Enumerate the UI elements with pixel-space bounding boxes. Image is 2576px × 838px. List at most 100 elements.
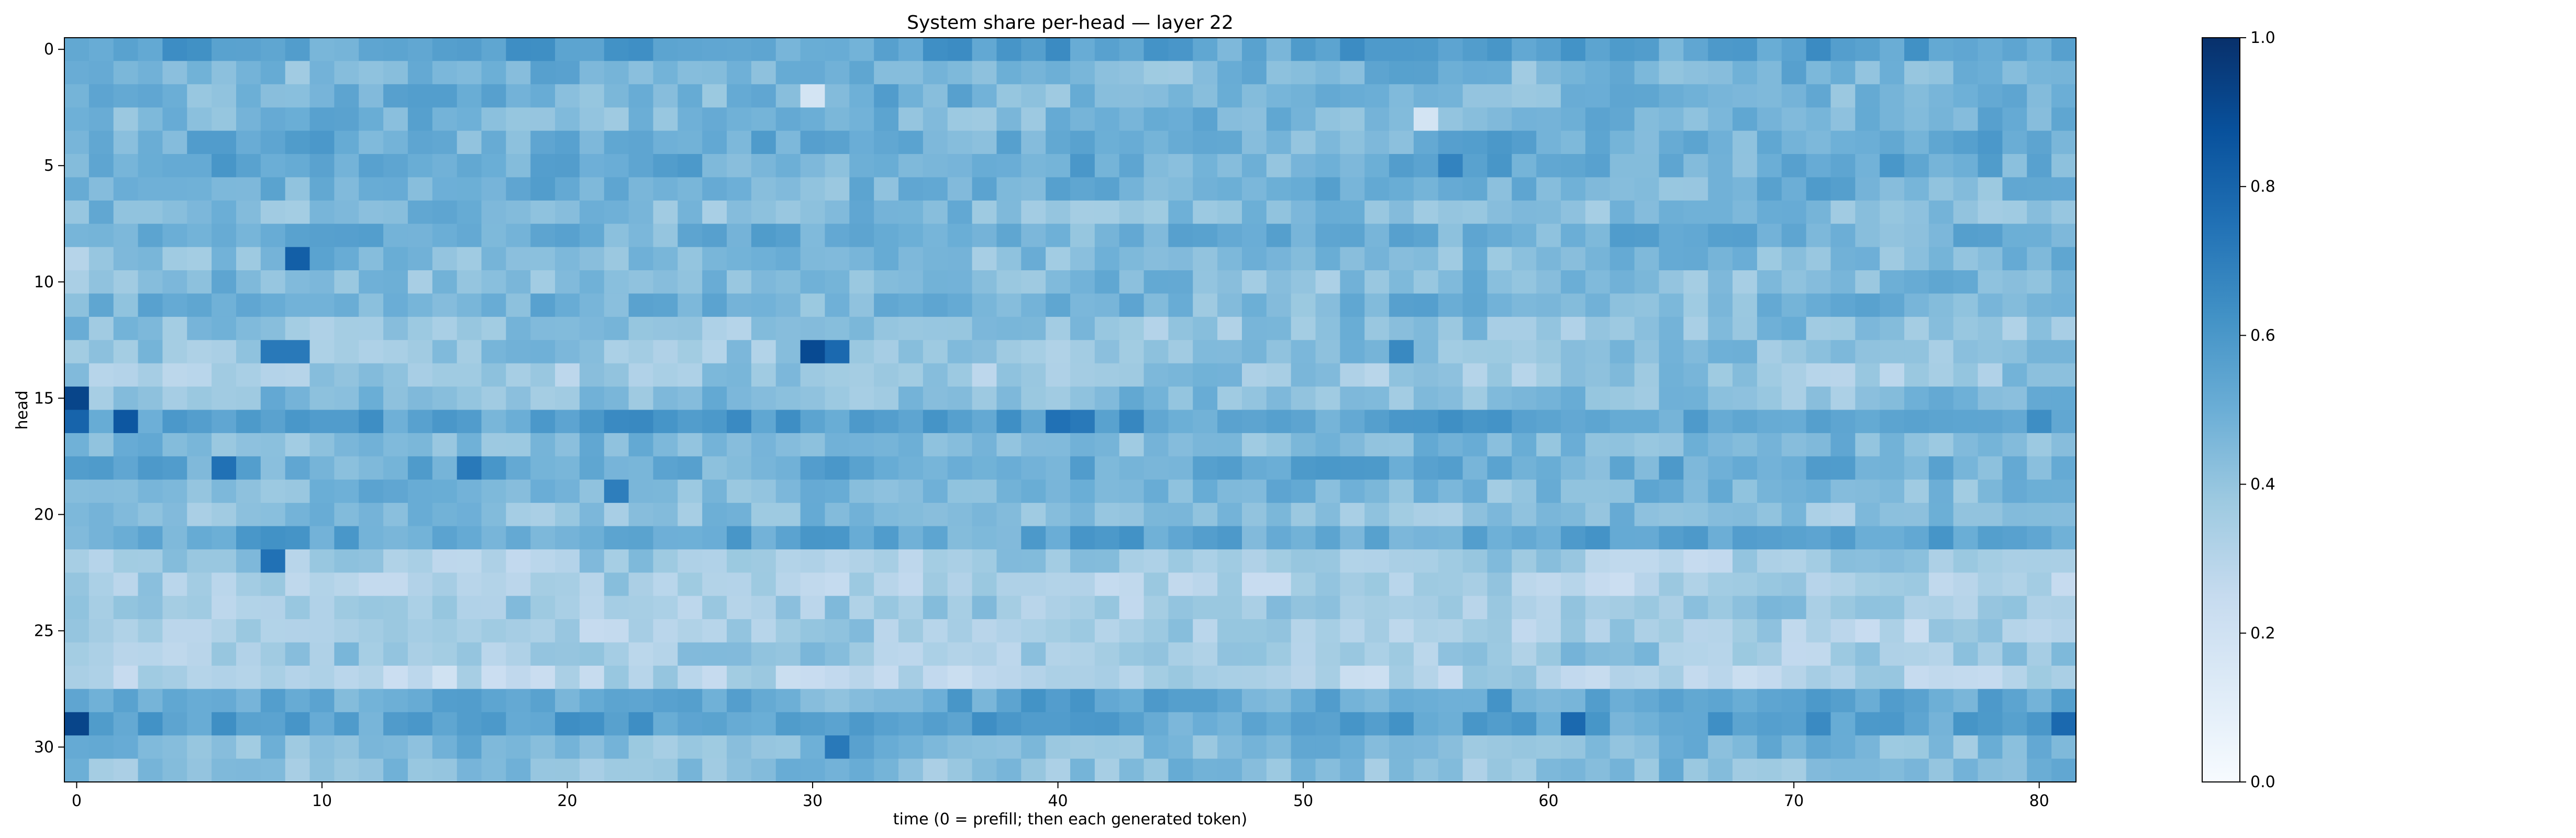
heatmap-cell	[1781, 84, 1807, 108]
heatmap-cell	[628, 596, 654, 620]
heatmap-cell	[432, 456, 458, 480]
heatmap-cell	[1928, 224, 1954, 248]
heatmap-cell	[1070, 200, 1095, 224]
heatmap-cell	[775, 61, 801, 85]
heatmap-cell	[1168, 619, 1193, 643]
heatmap-cell	[800, 456, 826, 480]
heatmap-cell	[751, 61, 776, 85]
heatmap-cell	[530, 712, 556, 736]
heatmap-cell	[1904, 224, 1929, 248]
heatmap-cell	[579, 479, 605, 503]
heatmap-cell	[1855, 38, 1880, 62]
heatmap-cell	[1094, 270, 1120, 294]
heatmap-cell	[702, 572, 727, 597]
heatmap-cell	[64, 503, 90, 527]
heatmap-cell	[1512, 177, 1537, 201]
heatmap-cell	[1241, 572, 1267, 597]
heatmap-cell	[1978, 572, 2003, 597]
heatmap-cell	[800, 387, 826, 411]
heatmap-cell	[1266, 340, 1292, 364]
heatmap-cell	[1683, 433, 1708, 457]
heatmap-cell	[1389, 270, 1414, 294]
heatmap-cell	[1536, 84, 1561, 108]
heatmap-cell	[138, 735, 163, 759]
heatmap-cell	[1733, 596, 1758, 620]
heatmap-cell	[1364, 200, 1390, 224]
heatmap-cell	[1241, 410, 1267, 434]
heatmap-cell	[849, 549, 874, 573]
heatmap-cell	[1781, 107, 1807, 131]
heatmap-cell	[702, 456, 727, 480]
heatmap-cell	[947, 572, 973, 597]
heatmap-cell	[604, 130, 629, 155]
heatmap-cell	[260, 38, 286, 62]
heatmap-cell	[1585, 642, 1611, 666]
heatmap-cell	[1880, 84, 1905, 108]
heatmap-cell	[2027, 619, 2052, 643]
heatmap-cell	[162, 363, 187, 387]
heatmap-cell	[309, 84, 335, 108]
heatmap-cell	[1659, 200, 1684, 224]
heatmap-cell	[849, 433, 874, 457]
heatmap-cell	[1659, 387, 1684, 411]
heatmap-cell	[236, 316, 261, 340]
heatmap-cell	[359, 549, 384, 573]
heatmap-cell	[64, 758, 90, 782]
heatmap-cell	[1953, 200, 1979, 224]
heatmap-cell	[702, 503, 727, 527]
heatmap-cell	[972, 735, 997, 759]
heatmap-cell	[947, 84, 973, 108]
heatmap-cell	[898, 526, 924, 550]
heatmap-cell	[1364, 735, 1390, 759]
heatmap-cell	[88, 224, 114, 248]
heatmap-cell	[1708, 526, 1733, 550]
heatmap-cell	[1217, 665, 1242, 689]
heatmap-cell	[996, 130, 1021, 155]
heatmap-cell	[236, 572, 261, 597]
heatmap-cell	[923, 107, 948, 131]
heatmap-cell	[1880, 479, 1905, 503]
heatmap-cell	[1880, 503, 1905, 527]
heatmap-cell	[678, 619, 703, 643]
heatmap-cell	[1855, 433, 1880, 457]
heatmap-cell	[1659, 410, 1684, 434]
heatmap-cell	[64, 665, 90, 689]
heatmap-cell	[923, 572, 948, 597]
heatmap-cell	[432, 619, 458, 643]
heatmap-cell	[260, 479, 286, 503]
heatmap-cell	[1953, 177, 1979, 201]
heatmap-cell	[138, 665, 163, 689]
heatmap-cell	[1855, 642, 1880, 666]
heatmap-cell	[1094, 387, 1120, 411]
heatmap-cell	[1953, 619, 1979, 643]
heatmap-cell	[800, 177, 826, 201]
heatmap-cell	[1119, 293, 1145, 317]
heatmap-cell	[2051, 572, 2077, 597]
heatmap-cell	[1291, 712, 1316, 736]
heatmap-cell	[1609, 340, 1635, 364]
heatmap-cell	[1340, 61, 1365, 85]
heatmap-cell	[727, 316, 752, 340]
heatmap-cell	[678, 61, 703, 85]
heatmap-cell	[1364, 549, 1390, 573]
heatmap-cell	[1683, 665, 1708, 689]
heatmap-cell	[1340, 224, 1365, 248]
heatmap-cell	[1094, 433, 1120, 457]
heatmap-cell	[1462, 689, 1488, 713]
heatmap-cell	[1609, 735, 1635, 759]
heatmap-cell	[1487, 247, 1512, 271]
heatmap-cell	[457, 735, 482, 759]
heatmap-cell	[1389, 503, 1414, 527]
heatmap-cell	[1462, 758, 1488, 782]
heatmap-cell	[212, 479, 237, 503]
heatmap-cell	[138, 293, 163, 317]
heatmap-cell	[138, 479, 163, 503]
heatmap-cell	[1143, 689, 1169, 713]
heatmap-cell	[678, 224, 703, 248]
heatmap-cell	[359, 316, 384, 340]
heatmap-cell	[678, 665, 703, 689]
heatmap-cell	[1781, 224, 1807, 248]
heatmap-cell	[187, 293, 212, 317]
heatmap-cell	[1021, 689, 1046, 713]
heatmap-cell	[1413, 224, 1439, 248]
